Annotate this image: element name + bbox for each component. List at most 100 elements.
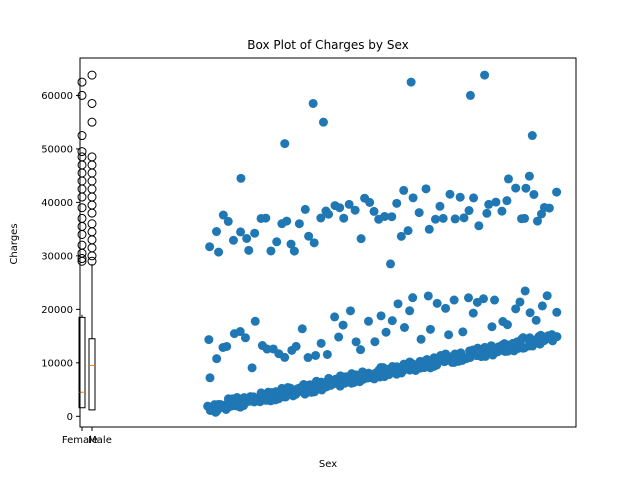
scatter-point xyxy=(482,208,492,218)
scatter-point xyxy=(212,354,222,364)
box-outlier xyxy=(77,240,87,250)
scatter-point xyxy=(432,298,442,308)
box-outlier xyxy=(77,192,87,202)
y-tick-label: 50000 xyxy=(41,144,73,155)
y-tick-label: 0 xyxy=(67,412,73,423)
scatter-point xyxy=(515,297,525,307)
scatter-point xyxy=(345,306,355,316)
scatter-point xyxy=(262,344,272,354)
y-tick-label: 20000 xyxy=(41,305,73,316)
scatter-point xyxy=(425,324,435,334)
box-outlier xyxy=(77,131,87,141)
y-tick-label: 60000 xyxy=(41,91,73,102)
scatter-point xyxy=(291,341,301,351)
scatter-point xyxy=(365,197,375,207)
scatter-point xyxy=(468,308,478,318)
scatter-point xyxy=(464,206,474,216)
scatter-point xyxy=(424,224,434,234)
y-tick-label: 40000 xyxy=(41,198,73,209)
box-outlier xyxy=(87,208,97,218)
scatter-point xyxy=(478,294,488,304)
scatter-point xyxy=(370,337,380,347)
scatter-point xyxy=(396,231,406,241)
scatter-point xyxy=(502,320,512,330)
scatter-point xyxy=(240,333,250,343)
scatter-point xyxy=(266,246,276,256)
scatter-point xyxy=(456,348,466,358)
scatter-point xyxy=(297,324,307,334)
box-outlier xyxy=(87,152,97,162)
box-outlier xyxy=(87,235,97,245)
scatter-point xyxy=(542,291,552,301)
scatter-point xyxy=(247,363,257,373)
scatter-point xyxy=(441,303,451,313)
scatter-point xyxy=(387,316,397,326)
box-outlier xyxy=(77,147,87,157)
box-outlier xyxy=(87,168,97,178)
box-outlier xyxy=(87,176,97,186)
plot-frame xyxy=(79,57,577,428)
scatter-point xyxy=(405,306,415,316)
scatter-point xyxy=(480,70,490,80)
scatter-point xyxy=(236,227,246,237)
scatter-point xyxy=(250,316,260,326)
scatter-point xyxy=(450,214,460,224)
scatter-point xyxy=(280,139,290,149)
scatter-point xyxy=(282,216,292,226)
box-outlier xyxy=(87,219,97,229)
box-outlier xyxy=(87,200,97,210)
scatter-point xyxy=(421,184,431,194)
scatter-point xyxy=(311,350,321,360)
scatter-point xyxy=(228,235,238,245)
scatter-point xyxy=(520,213,530,223)
scatter-point xyxy=(309,238,319,248)
box-outlier xyxy=(77,160,87,170)
scatter-point xyxy=(416,334,426,344)
box-male xyxy=(88,338,96,411)
scatter-point xyxy=(399,322,409,332)
scatter-point xyxy=(289,246,299,256)
scatter-point xyxy=(322,349,332,359)
scatter-point xyxy=(458,327,468,337)
box-outlier xyxy=(87,117,97,127)
scatter-point xyxy=(491,197,501,207)
scatter-point xyxy=(338,320,348,330)
scatter-point xyxy=(537,301,547,311)
plot-area: 0 10000 20000 30000 40000 50000 60000 FemaleMal… xyxy=(41,57,577,446)
box-outlier xyxy=(77,176,87,186)
y-tick-label: 30000 xyxy=(41,251,73,262)
chart-title: Box Plot of Charges by Sex xyxy=(247,38,408,52)
scatter-point xyxy=(490,295,500,305)
scatter-point xyxy=(350,205,360,215)
box-outlier xyxy=(77,152,87,162)
scatter-point xyxy=(532,216,542,226)
scatter-point xyxy=(218,210,228,220)
scatter-point xyxy=(444,330,454,340)
scatter-point xyxy=(385,259,395,269)
y-tick-label: 10000 xyxy=(41,358,73,369)
box-outlier xyxy=(87,192,97,202)
scatter-point xyxy=(503,174,513,184)
scatter-point xyxy=(316,338,326,348)
scatter-point xyxy=(552,307,562,317)
scatter-point xyxy=(324,209,334,219)
scatter-point xyxy=(435,201,445,211)
scatter-point xyxy=(364,316,374,326)
scatter-point xyxy=(529,189,539,199)
scatter-point xyxy=(449,295,459,305)
scatter-point xyxy=(304,231,314,241)
x-tick-label-female: Female xyxy=(62,435,98,446)
scatter-point xyxy=(393,299,403,309)
x-axis-label: Sex xyxy=(319,459,337,470)
x-tick-label-male: Male xyxy=(88,435,112,446)
scatter-point xyxy=(497,206,507,216)
scatter-point xyxy=(280,352,290,362)
scatter-point xyxy=(318,117,328,127)
scatter-point xyxy=(214,247,224,257)
scatter-point xyxy=(211,227,221,237)
box-outlier xyxy=(77,221,87,231)
scatter-point xyxy=(242,233,252,243)
scatter-point xyxy=(300,204,310,214)
scatter-point xyxy=(438,213,448,223)
scatter-point xyxy=(272,237,282,247)
